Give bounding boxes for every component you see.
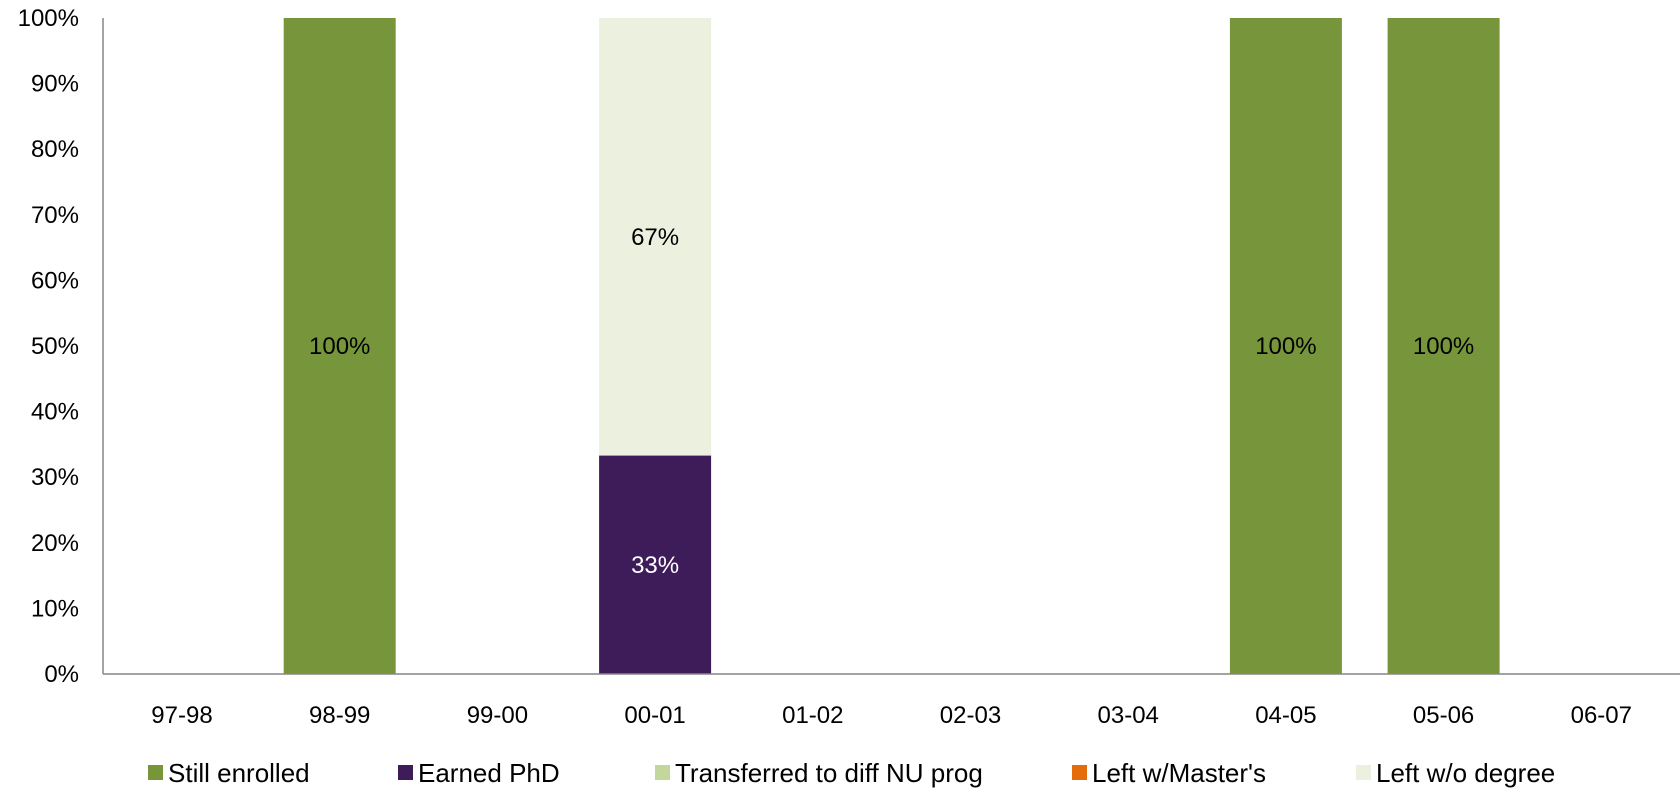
bar-left-w-o-degree-00-01: [599, 18, 712, 456]
axes-layer: 0% 10% 20% 30% 40% 50% 60% 70% 80% 90% 100% 97-98 98…: [18, 5, 1680, 729]
x-tick-label: 03-04: [1098, 702, 1159, 729]
y-tick-label: 0%: [44, 661, 79, 688]
y-tick-label: 100%: [18, 5, 79, 32]
legend-item-earned-phd: Earned PhD: [398, 758, 560, 788]
bar-earned-phd-00-01: [599, 455, 712, 674]
bars-layer: [283, 18, 1500, 674]
y-tick-label: 20%: [31, 530, 79, 557]
x-tick-label: 06-07: [1571, 702, 1632, 729]
legend-label: Earned PhD: [418, 758, 560, 788]
x-tick-label: 98-99: [309, 702, 370, 729]
data-label-earned-phd-00-01: 33%: [631, 552, 679, 579]
legend-item-left-w-o-degree: Left w/o degree: [1356, 758, 1555, 788]
y-tick-label: 50%: [31, 333, 79, 360]
x-tick-label: 05-06: [1413, 702, 1474, 729]
y-tick-label: 30%: [31, 464, 79, 491]
data-label-left-w-o-degree-00-01: 67%: [631, 224, 679, 251]
bar-still-enrolled-98-99: [283, 18, 396, 674]
y-tick-label: 70%: [31, 202, 79, 229]
legend-item-left-w-master-s: Left w/Master's: [1072, 758, 1266, 788]
data-label-still-enrolled-05-06: 100%: [1413, 333, 1474, 360]
y-tick-label: 10%: [31, 595, 79, 622]
legend-swatch-earned-phd: [398, 765, 413, 780]
y-tick-label: 90%: [31, 71, 79, 98]
x-tick-label: 04-05: [1255, 702, 1316, 729]
legend-label: Transferred to diff NU prog: [675, 758, 983, 788]
data-label-still-enrolled-98-99: 100%: [309, 333, 370, 360]
legend: Still enrolled Earned PhD Transferred to d…: [148, 758, 1555, 788]
legend-swatch-still-enrolled: [148, 765, 163, 780]
legend-label: Left w/Master's: [1092, 758, 1266, 788]
x-tick-label: 00-01: [624, 702, 685, 729]
legend-item-transferred-to-diff-nu-prog: Transferred to diff NU prog: [655, 758, 983, 788]
bar-still-enrolled-05-06: [1387, 18, 1500, 674]
legend-item-still-enrolled: Still enrolled: [148, 758, 310, 788]
y-tick-label: 40%: [31, 399, 79, 426]
legend-label: Still enrolled: [168, 758, 310, 788]
x-tick-label: 02-03: [940, 702, 1001, 729]
y-tick-label: 60%: [31, 267, 79, 294]
data-labels-layer: 100% 33% 67% 100% 100%: [309, 224, 1474, 579]
y-tick-label: 80%: [31, 136, 79, 163]
x-tick-label: 97-98: [151, 702, 212, 729]
legend-swatch-transferred-to-diff-nu-prog: [655, 765, 670, 780]
bar-still-enrolled-04-05: [1229, 18, 1342, 674]
legend-label: Left w/o degree: [1376, 758, 1555, 788]
legend-swatch-left-w-o-degree: [1356, 765, 1371, 780]
data-label-still-enrolled-04-05: 100%: [1255, 333, 1316, 360]
legend-swatch-left-w-master-s: [1072, 765, 1087, 780]
x-tick-label: 01-02: [782, 702, 843, 729]
x-tick-label: 99-00: [467, 702, 528, 729]
